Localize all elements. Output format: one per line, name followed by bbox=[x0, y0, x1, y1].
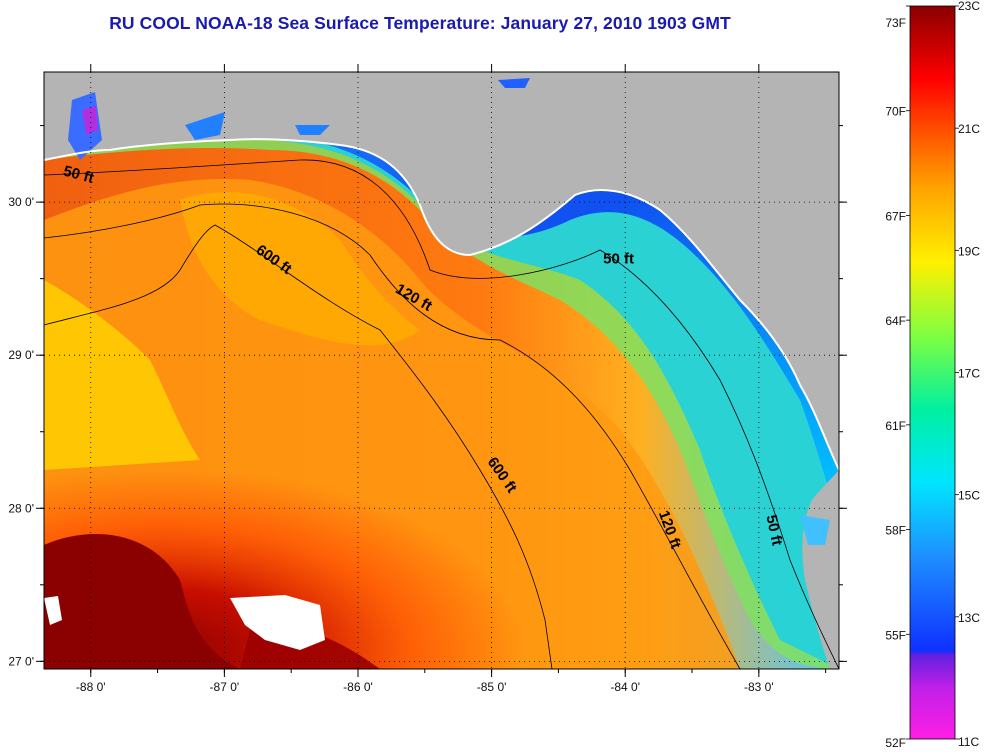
fahrenheit-label: 52F bbox=[885, 736, 906, 750]
celsius-label: 23C bbox=[958, 0, 980, 13]
lat-tick-label: 28 0' bbox=[8, 501, 34, 515]
fahrenheit-label: 61F bbox=[885, 419, 906, 433]
cyan-band bbox=[44, 72, 839, 669]
contour-label: 50 ft bbox=[762, 513, 785, 547]
isobath-50ft bbox=[44, 159, 839, 669]
celsius-label: 17C bbox=[958, 367, 980, 381]
axis-ticks: -88 0' -87 0' -86 0' -85 0' -84 0' -83 0' 27 0… bbox=[8, 64, 847, 694]
lon-tick-label: -84 0' bbox=[610, 680, 640, 694]
celsius-label: 13C bbox=[958, 611, 980, 625]
lon-tick-label: -85 0' bbox=[477, 680, 507, 694]
colorbar-celsius-labels: 23C 21C 19C 17C 15C 13C 11C bbox=[955, 0, 980, 749]
lat-tick-label: 29 0' bbox=[8, 348, 34, 362]
fahrenheit-label: 67F bbox=[885, 209, 906, 223]
cloud-patch bbox=[230, 595, 325, 650]
map-title: RU COOL NOAA-18 Sea Surface Temperature:… bbox=[109, 13, 731, 33]
fahrenheit-label: 73F bbox=[885, 16, 906, 30]
celsius-label: 21C bbox=[958, 122, 980, 136]
tampa-bay bbox=[800, 515, 830, 545]
lat-tick-label: 27 0' bbox=[8, 654, 34, 668]
isobath-600ft bbox=[44, 224, 553, 669]
fahrenheit-label: 64F bbox=[885, 314, 906, 328]
celsius-label: 19C bbox=[958, 244, 980, 258]
loop-current bbox=[180, 192, 420, 346]
fahrenheit-label: 55F bbox=[885, 628, 906, 642]
colorbar-fahrenheit-labels: 73F 70F 67F 64F 61F 58F 55F 52F bbox=[885, 5, 910, 750]
celsius-label: 11C bbox=[958, 735, 979, 749]
lon-tick-label: -86 0' bbox=[343, 680, 373, 694]
lon-tick-label: -88 0' bbox=[76, 680, 106, 694]
isobath-120ft bbox=[44, 203, 741, 669]
darkest-region bbox=[44, 534, 240, 669]
pensacola-bay bbox=[185, 112, 225, 140]
fahrenheit-label: 70F bbox=[885, 105, 906, 119]
colorbar-gradient bbox=[909, 5, 956, 740]
fahrenheit-label: 58F bbox=[885, 524, 906, 538]
lat-tick-label: 30 0' bbox=[8, 195, 34, 209]
celsius-label: 15C bbox=[958, 489, 980, 503]
land bbox=[44, 72, 839, 470]
coastline bbox=[44, 138, 839, 471]
lon-tick-label: -83 0' bbox=[744, 680, 774, 694]
map-frame bbox=[43, 71, 840, 670]
lon-tick-label: -87 0' bbox=[210, 680, 240, 694]
contour-label: 50 ft bbox=[603, 250, 634, 267]
